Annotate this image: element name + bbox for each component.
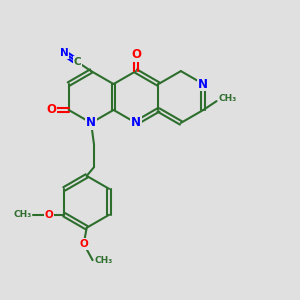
Text: N: N [131, 116, 141, 129]
Text: C: C [74, 57, 81, 67]
Text: CH₃: CH₃ [94, 256, 112, 265]
Text: CH₃: CH₃ [14, 210, 32, 219]
Text: O: O [131, 48, 141, 62]
Text: O: O [80, 239, 88, 249]
Text: CH₃: CH₃ [218, 94, 236, 103]
Text: N: N [198, 77, 208, 91]
Text: N: N [86, 116, 96, 129]
Text: N: N [60, 48, 68, 58]
Text: O: O [46, 103, 56, 116]
Text: O: O [45, 210, 53, 220]
